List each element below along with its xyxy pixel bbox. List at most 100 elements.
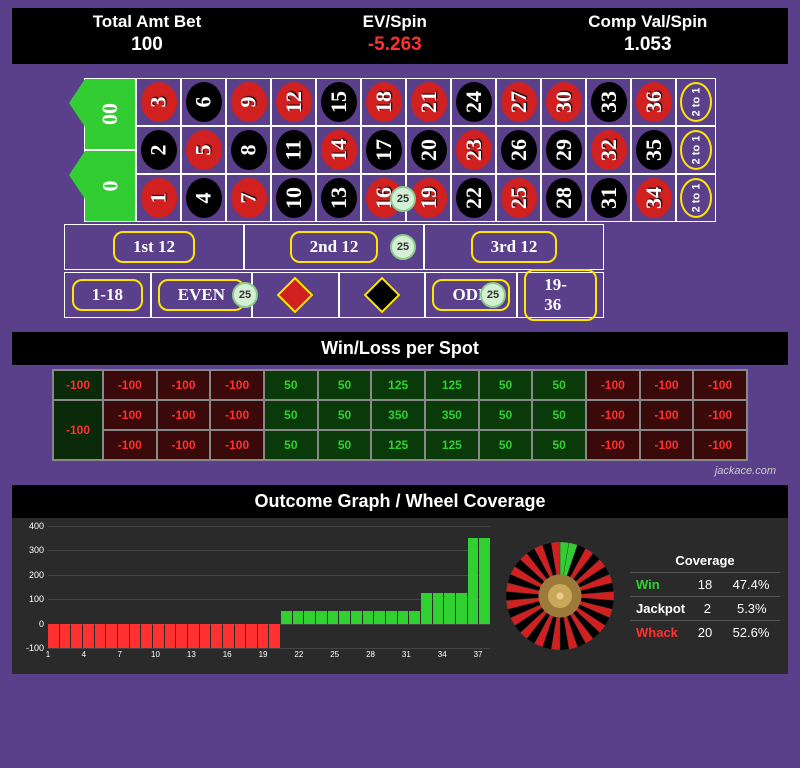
cell-32[interactable]: 32: [586, 126, 631, 174]
y-axis: -1000100200300400: [20, 526, 46, 648]
cell-31[interactable]: 31: [586, 174, 631, 222]
bar: [235, 526, 246, 648]
cell-22[interactable]: 22: [451, 174, 496, 222]
cell-00[interactable]: 00: [84, 78, 136, 150]
cell-28[interactable]: 28: [541, 174, 586, 222]
cell-4[interactable]: 4: [181, 174, 226, 222]
chip[interactable]: 25: [232, 282, 258, 308]
bar: [153, 526, 164, 648]
bet-1-18[interactable]: 1-18: [64, 272, 151, 318]
cell-1[interactable]: 1: [136, 174, 181, 222]
bet-red[interactable]: [252, 272, 339, 318]
cell-27[interactable]: 27: [496, 78, 541, 126]
bar: [71, 526, 82, 648]
bet-black[interactable]: [339, 272, 426, 318]
wl-cell: -100: [640, 400, 694, 430]
bet-2to1-1[interactable]: 2 to 1: [676, 126, 716, 174]
chip[interactable]: 25: [390, 186, 416, 212]
cell-14[interactable]: 14: [316, 126, 361, 174]
cell-26[interactable]: 26: [496, 126, 541, 174]
cell-17[interactable]: 17: [361, 126, 406, 174]
coverage-row: Win1847.4%: [630, 572, 780, 596]
bar: [246, 526, 257, 648]
wl-cell: 50: [479, 400, 533, 430]
cell-21[interactable]: 21: [406, 78, 451, 126]
outcome-panel: Outcome Graph / Wheel Coverage -10001002…: [12, 485, 788, 674]
wl-cell: -100: [103, 370, 157, 400]
bar: [351, 526, 362, 648]
bet-dozen-1[interactable]: 1st 12: [64, 224, 244, 270]
zeros-column: 00 0: [84, 78, 136, 222]
bar: [95, 526, 106, 648]
wl-cell: 50: [318, 400, 372, 430]
roulette-wheel-icon: [500, 536, 620, 656]
cell-29[interactable]: 29: [541, 126, 586, 174]
bar: [421, 526, 432, 648]
cell-5[interactable]: 5: [181, 126, 226, 174]
chip[interactable]: 25: [480, 282, 506, 308]
two-to-one-column: 2 to 12 to 12 to 1: [676, 78, 716, 222]
wl-cell: -100: [640, 430, 694, 460]
cell-24[interactable]: 24: [451, 78, 496, 126]
wl-cell: -100: [586, 370, 640, 400]
cell-25[interactable]: 25: [496, 174, 541, 222]
cell-13[interactable]: 13: [316, 174, 361, 222]
bar: [433, 526, 444, 648]
cell-34[interactable]: 34: [631, 174, 676, 222]
cell-12[interactable]: 12: [271, 78, 316, 126]
cell-36[interactable]: 36: [631, 78, 676, 126]
bar: [211, 526, 222, 648]
cell-20[interactable]: 20: [406, 126, 451, 174]
roulette-board: 00 0 36912151821242730333625811141720232…: [12, 72, 788, 324]
cell-6[interactable]: 6: [181, 78, 226, 126]
bar: [281, 526, 292, 648]
outcome-bar-chart: -1000100200300400 1471013161922252831343…: [20, 526, 490, 666]
stat-ev-label: EV/Spin: [363, 12, 427, 32]
wl-cell: 50: [264, 430, 318, 460]
bar: [304, 526, 315, 648]
wl-cell: -100: [210, 400, 264, 430]
cell-2[interactable]: 2: [136, 126, 181, 174]
chip[interactable]: 25: [390, 234, 416, 260]
bar: [468, 526, 479, 648]
bar: [339, 526, 350, 648]
bar: [83, 526, 94, 648]
bet-19-36[interactable]: 19-36: [517, 272, 604, 318]
stat-comp-label: Comp Val/Spin: [588, 12, 707, 32]
wl-cell: 50: [479, 430, 533, 460]
cell-35[interactable]: 35: [631, 126, 676, 174]
cell-0[interactable]: 0: [84, 150, 136, 222]
cell-23[interactable]: 23: [451, 126, 496, 174]
cell-8[interactable]: 8: [226, 126, 271, 174]
cell-15[interactable]: 15: [316, 78, 361, 126]
cell-11[interactable]: 11: [271, 126, 316, 174]
cell-9[interactable]: 9: [226, 78, 271, 126]
wl-cell: 50: [318, 430, 372, 460]
cell-3[interactable]: 3: [136, 78, 181, 126]
cell-30[interactable]: 30: [541, 78, 586, 126]
label-19-36: 19-36: [524, 269, 597, 321]
wl-cell: -100: [586, 430, 640, 460]
bet-2to1-2[interactable]: 2 to 1: [676, 174, 716, 222]
watermark: jackace.com: [12, 465, 788, 477]
stat-ev: EV/Spin -5.263: [363, 12, 427, 56]
bar: [456, 526, 467, 648]
bar: [479, 526, 490, 648]
cell-10[interactable]: 10: [271, 174, 316, 222]
bet-dozen-3[interactable]: 3rd 12: [424, 224, 604, 270]
wl-cell: -100: [586, 400, 640, 430]
wl-cell: 125: [371, 430, 425, 460]
winloss-panel: Win/Loss per Spot -100-100-100-100-10050…: [12, 332, 788, 477]
cell-7[interactable]: 7: [226, 174, 271, 222]
bet-2to1-0[interactable]: 2 to 1: [676, 78, 716, 126]
label-00: 00: [97, 103, 123, 125]
wl-cell: 50: [264, 370, 318, 400]
cell-18[interactable]: 18: [361, 78, 406, 126]
bar: [444, 526, 455, 648]
wl-cell: -100: [103, 430, 157, 460]
coverage-table: Coverage Win1847.4%Jackpot25.3%Whack2052…: [630, 549, 780, 644]
bar: [409, 526, 420, 648]
wl-cell: 50: [532, 400, 586, 430]
bar: [188, 526, 199, 648]
cell-33[interactable]: 33: [586, 78, 631, 126]
